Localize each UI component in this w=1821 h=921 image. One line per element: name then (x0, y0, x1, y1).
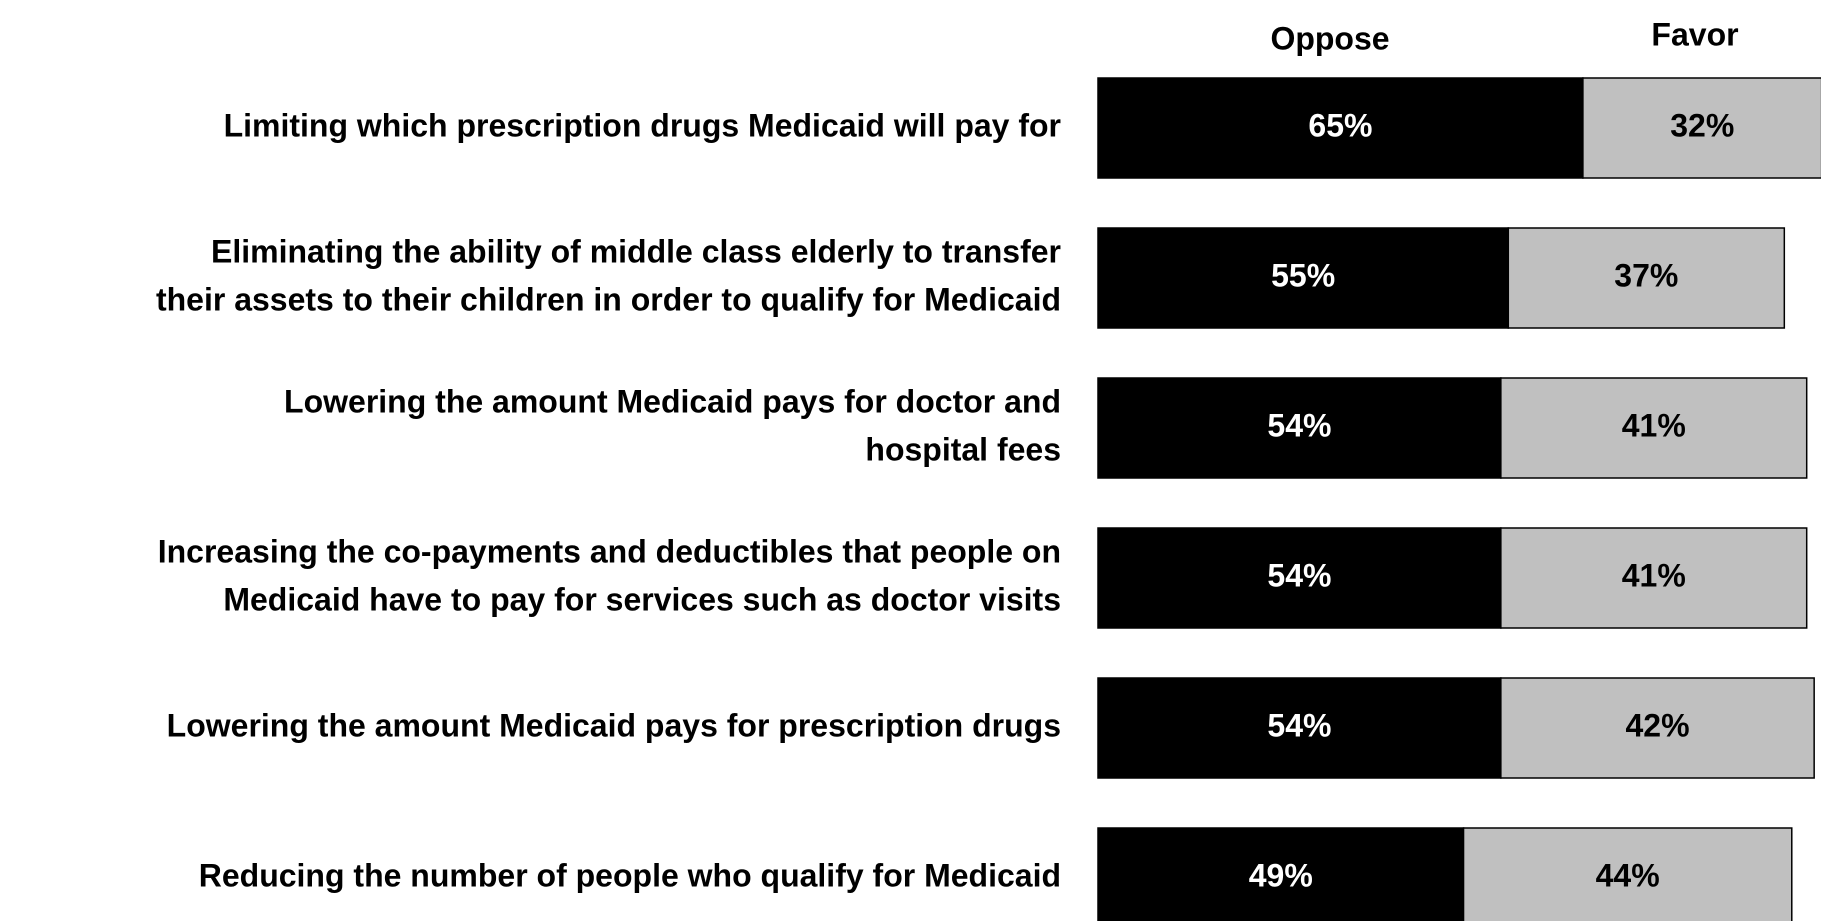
data-label-favor: 42% (1625, 707, 1689, 743)
data-label-oppose: 55% (1271, 257, 1335, 293)
bar-segment-favor (1500, 677, 1815, 779)
category-label-line: Medicaid have to pay for services such a… (223, 581, 1061, 617)
bar-segment-favor (1500, 527, 1808, 629)
bar-segment-favor (1582, 77, 1821, 179)
legend-label-favor: Favor (1651, 16, 1738, 52)
bar-segment-oppose (1097, 227, 1510, 329)
bar-row: 55% 37% (1097, 227, 1786, 329)
data-label-favor: 41% (1622, 407, 1686, 443)
category-label: Eliminating the ability of middle class … (156, 233, 1061, 317)
bar-row: 65% 32% (1097, 77, 1821, 179)
data-label-oppose: 54% (1267, 557, 1331, 593)
bar-segment-favor (1507, 227, 1786, 329)
category-label: Lowering the amount Medicaid pays for pr… (167, 707, 1061, 743)
category-labels: Limiting which prescription drugs Medica… (156, 107, 1061, 893)
bar-row: 49% 44% (1097, 827, 1793, 921)
data-label-favor: 41% (1622, 557, 1686, 593)
category-label-line: Limiting which prescription drugs Medica… (224, 107, 1061, 143)
bars: 65% 32% 55% 37% 54% 41% 54% 41% 54% 42% 49% 44% (1097, 77, 1821, 921)
category-label-line: Lowering the amount Medicaid pays for do… (284, 383, 1061, 419)
bar-segment-favor (1500, 377, 1808, 479)
category-label-line: Increasing the co-payments and deductibl… (158, 533, 1061, 569)
bar-segment-oppose (1097, 527, 1502, 629)
data-label-favor: 37% (1614, 257, 1678, 293)
data-label-oppose: 54% (1267, 707, 1331, 743)
bar-segment-favor (1462, 827, 1793, 921)
bar-row: 54% 41% (1097, 377, 1808, 479)
bar-row: 54% 41% (1097, 527, 1808, 629)
category-label: Increasing the co-payments and deductibl… (158, 533, 1061, 617)
bar-row: 54% 42% (1097, 677, 1815, 779)
category-label: Reducing the number of people who qualif… (199, 857, 1061, 893)
bar-segment-oppose (1097, 827, 1465, 921)
data-label-oppose: 54% (1267, 407, 1331, 443)
bar-segment-oppose (1097, 377, 1502, 479)
data-label-favor: 44% (1596, 857, 1660, 893)
category-label: Lowering the amount Medicaid pays for do… (284, 383, 1061, 467)
category-label-line: Eliminating the ability of middle class … (211, 233, 1061, 269)
category-label: Limiting which prescription drugs Medica… (224, 107, 1061, 143)
category-label-line: Reducing the number of people who qualif… (199, 857, 1061, 893)
category-label-line: hospital fees (865, 431, 1061, 467)
category-label-line: Lowering the amount Medicaid pays for pr… (167, 707, 1061, 743)
data-label-oppose: 65% (1308, 107, 1372, 143)
data-label-favor: 32% (1670, 107, 1734, 143)
data-label-oppose: 49% (1249, 857, 1313, 893)
category-label-line: their assets to their children in order … (156, 281, 1061, 317)
legend: Oppose Favor (1270, 16, 1738, 56)
legend-label-oppose: Oppose (1270, 20, 1389, 56)
bar-segment-oppose (1097, 77, 1584, 179)
